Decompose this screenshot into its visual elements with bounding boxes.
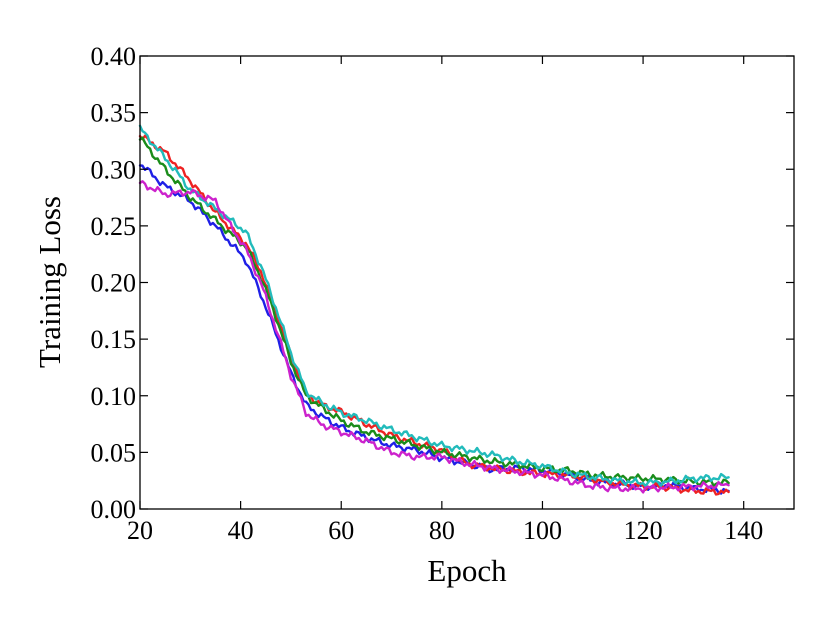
tick-layer: 20 40 60 80 100 120 140 0.00 0.05 0.10 0.15 0.20 0.2…: [91, 42, 794, 545]
x-tick-label: 100: [523, 516, 562, 545]
y-tick-label: 0.05: [91, 438, 137, 467]
x-tick-label: 140: [724, 516, 763, 545]
series-line-1: [138, 164, 730, 495]
y-tick-label: 0.25: [91, 212, 137, 241]
plot-frame: [139, 55, 795, 510]
x-tick-label: 60: [328, 516, 354, 545]
y-tick-label: 0.00: [91, 495, 137, 524]
y-tick-label: 0.30: [91, 155, 137, 184]
y-tick-label: 0.20: [91, 269, 137, 298]
y-tick-label: 0.10: [91, 382, 137, 411]
x-tick-label: 120: [624, 516, 663, 545]
x-tick-label: 40: [228, 516, 254, 545]
y-axis-title: Training Loss: [32, 196, 67, 368]
x-tick-label: 80: [429, 516, 455, 545]
x-axis-title: Epoch: [427, 553, 507, 588]
series-line-4: [138, 124, 730, 488]
series-line-5: [138, 180, 730, 494]
series-line-2: [138, 134, 730, 496]
y-tick-label: 0.40: [91, 42, 137, 71]
y-tick-label: 0.15: [91, 325, 137, 354]
x-tick-label: 20: [127, 516, 153, 545]
y-tick-label: 0.35: [91, 99, 137, 128]
series-line-3: [138, 136, 730, 487]
series-layer: [138, 124, 730, 496]
